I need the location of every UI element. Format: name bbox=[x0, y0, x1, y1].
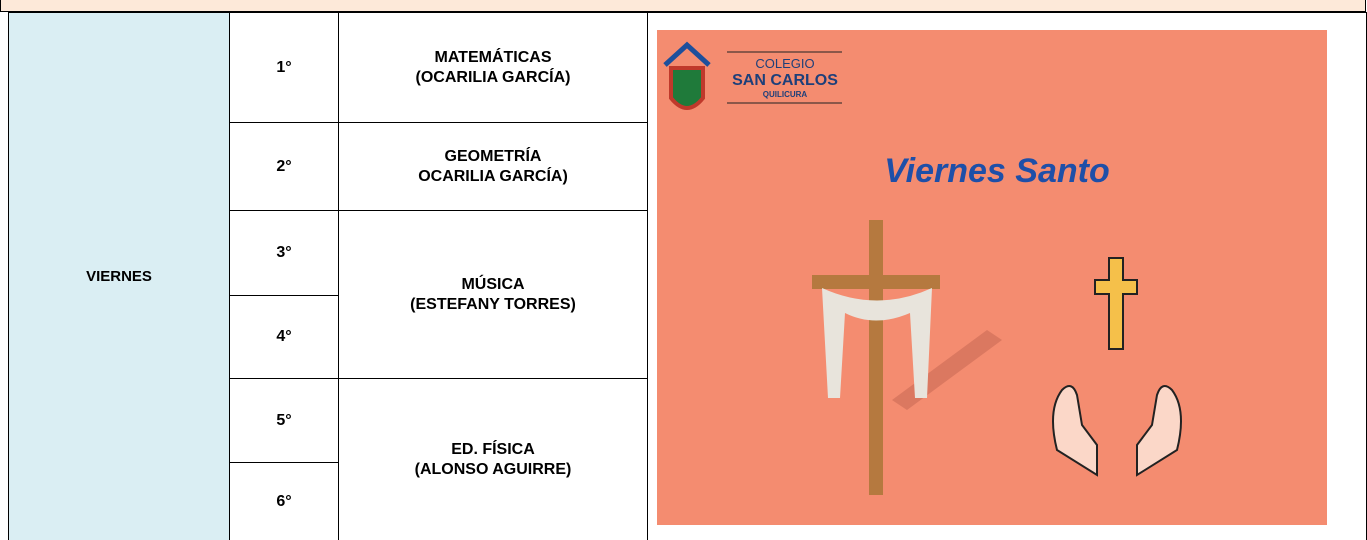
day-cell: VIERNES bbox=[8, 12, 229, 540]
logo-label: COLEGIO bbox=[755, 56, 814, 71]
period: 5° bbox=[276, 411, 292, 429]
subject-cell: GEOMETRÍA OCARILIA GARCÍA) bbox=[338, 122, 647, 210]
subject-cell: MÚSICA (ESTEFANY TORRES) bbox=[338, 210, 647, 378]
golden-cross bbox=[1094, 257, 1138, 350]
period-cell: 6° bbox=[229, 462, 338, 540]
teacher: (ESTEFANY TORRES) bbox=[410, 295, 576, 313]
period: 3° bbox=[276, 244, 292, 261]
period-cell: 5° bbox=[229, 378, 338, 462]
period: 6° bbox=[276, 492, 292, 510]
image-title: Viernes Santo bbox=[884, 152, 1109, 190]
teacher: (OCARILIA GARCÍA) bbox=[415, 68, 571, 86]
subject-cell: ED. FÍSICA (ALONSO AGUIRRE) bbox=[338, 378, 647, 540]
image: COLEGIO SAN CARLOS QUILICURA Viernes San… bbox=[657, 30, 1327, 525]
teacher: (ALONSO AGUIRRE) bbox=[414, 460, 572, 478]
period-cell: 3° bbox=[229, 210, 338, 295]
subject: MATEMÁTICAS bbox=[434, 48, 552, 66]
period: 4° bbox=[276, 328, 292, 345]
background bbox=[657, 30, 1327, 525]
subject: GEOMETRÍA bbox=[444, 147, 542, 165]
period-cell: 1° bbox=[229, 12, 338, 122]
hands bbox=[1052, 385, 1182, 477]
teacher: OCARILIA GARCÍA) bbox=[418, 167, 568, 185]
day: VIERNES bbox=[86, 267, 152, 285]
period: 1° bbox=[276, 58, 292, 76]
subject: ED. FÍSICA bbox=[451, 440, 535, 458]
period-cell: 2° bbox=[229, 122, 338, 210]
wooden-cross bbox=[812, 275, 940, 289]
header-band bbox=[0, 0, 1366, 12]
logo-name: SAN CARLOS bbox=[732, 72, 838, 89]
subject-cell: MATEMÁTICAS (OCARILIA GARCÍA) bbox=[338, 12, 647, 122]
period: 2° bbox=[276, 157, 292, 175]
logo-roof bbox=[663, 41, 711, 67]
subject: MÚSICA bbox=[461, 275, 525, 293]
period-cell: 4° bbox=[229, 295, 338, 378]
logo-city: QUILICURA bbox=[763, 90, 808, 99]
logo-shield bbox=[669, 66, 705, 110]
cloth bbox=[822, 288, 932, 398]
wooden-cross bbox=[869, 220, 883, 495]
